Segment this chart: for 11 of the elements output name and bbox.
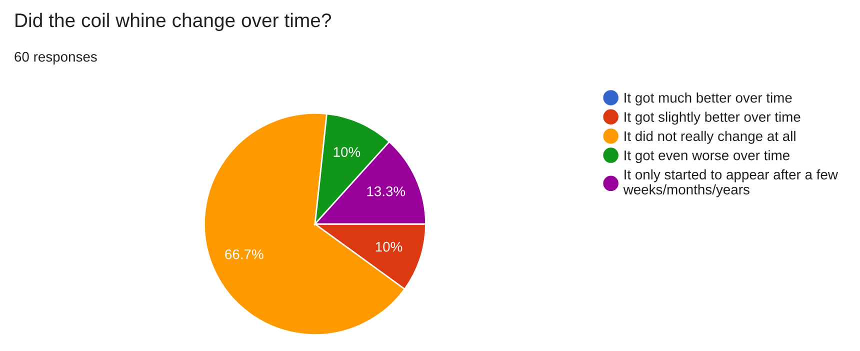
legend-label: It got slightly better over time xyxy=(624,112,800,125)
text: 60 responses xyxy=(14,52,97,64)
data-label: 66.7% xyxy=(225,249,264,260)
legend-label: It got much better over time xyxy=(624,92,792,106)
legend-label: It did not really change at all xyxy=(624,130,796,144)
legend-label: It only started to appear after a few weeks/months/years xyxy=(623,169,838,198)
chart-title: Did the coil whine change over time? xyxy=(16,12,332,32)
data-label: 10% xyxy=(334,147,360,157)
data-label: 13.3% xyxy=(367,186,406,196)
legend-label: It got even worse over time xyxy=(624,150,790,164)
data-label: 10% xyxy=(376,242,402,252)
